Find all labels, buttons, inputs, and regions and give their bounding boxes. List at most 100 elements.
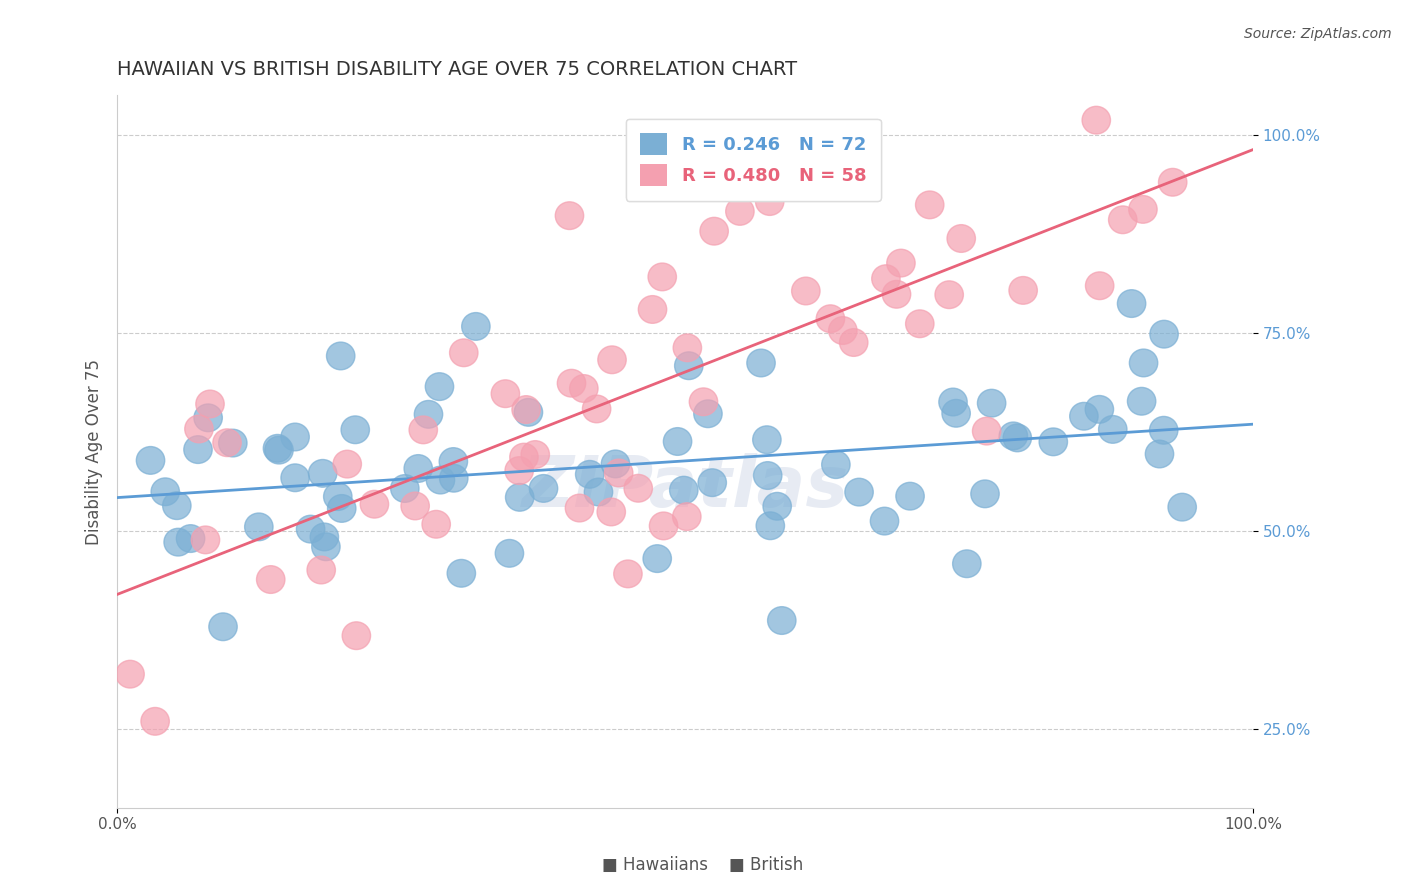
Ellipse shape xyxy=(614,560,643,588)
Ellipse shape xyxy=(1098,416,1128,443)
Ellipse shape xyxy=(693,400,723,427)
Ellipse shape xyxy=(422,510,450,538)
Ellipse shape xyxy=(763,492,792,520)
Ellipse shape xyxy=(522,441,550,468)
Y-axis label: Disability Age Over 75: Disability Age Over 75 xyxy=(86,359,103,544)
Ellipse shape xyxy=(970,480,1000,508)
Ellipse shape xyxy=(700,218,728,245)
Text: ZIPatlas: ZIPatlas xyxy=(522,452,849,522)
Ellipse shape xyxy=(256,566,285,593)
Ellipse shape xyxy=(333,450,361,478)
Ellipse shape xyxy=(163,491,191,519)
Ellipse shape xyxy=(176,524,205,552)
Ellipse shape xyxy=(263,434,291,462)
Ellipse shape xyxy=(752,425,782,453)
Ellipse shape xyxy=(404,455,433,483)
Ellipse shape xyxy=(447,559,475,587)
Ellipse shape xyxy=(638,295,666,323)
Ellipse shape xyxy=(725,197,754,226)
Ellipse shape xyxy=(1085,272,1114,300)
Ellipse shape xyxy=(977,389,1005,417)
Ellipse shape xyxy=(1129,349,1157,376)
Ellipse shape xyxy=(281,464,309,491)
Ellipse shape xyxy=(585,478,613,506)
Ellipse shape xyxy=(1150,417,1178,444)
Ellipse shape xyxy=(1128,387,1156,415)
Ellipse shape xyxy=(664,427,692,455)
Ellipse shape xyxy=(1010,277,1038,304)
Ellipse shape xyxy=(605,459,633,487)
Ellipse shape xyxy=(391,475,419,502)
Ellipse shape xyxy=(754,462,782,490)
Legend: R = 0.246   N = 72, R = 0.480   N = 58: R = 0.246 N = 72, R = 0.480 N = 58 xyxy=(626,119,880,201)
Ellipse shape xyxy=(245,513,273,541)
Ellipse shape xyxy=(212,429,242,457)
Ellipse shape xyxy=(515,399,543,426)
Text: Source: ZipAtlas.com: Source: ZipAtlas.com xyxy=(1244,27,1392,41)
Ellipse shape xyxy=(165,528,193,556)
Ellipse shape xyxy=(768,607,796,634)
Ellipse shape xyxy=(218,429,247,457)
Ellipse shape xyxy=(425,373,454,401)
Ellipse shape xyxy=(887,249,915,277)
Ellipse shape xyxy=(905,310,934,337)
Ellipse shape xyxy=(1159,169,1187,196)
Ellipse shape xyxy=(602,450,630,478)
Ellipse shape xyxy=(505,457,533,484)
Ellipse shape xyxy=(1039,428,1067,456)
Ellipse shape xyxy=(915,191,943,219)
Ellipse shape xyxy=(440,465,468,492)
Ellipse shape xyxy=(1085,395,1114,423)
Ellipse shape xyxy=(401,492,429,520)
Ellipse shape xyxy=(697,469,727,497)
Ellipse shape xyxy=(439,448,468,475)
Ellipse shape xyxy=(821,450,851,478)
Ellipse shape xyxy=(136,447,165,475)
Ellipse shape xyxy=(1083,106,1111,134)
Ellipse shape xyxy=(1000,422,1028,450)
Ellipse shape xyxy=(582,395,610,423)
Ellipse shape xyxy=(1118,290,1146,318)
Ellipse shape xyxy=(426,467,454,494)
Ellipse shape xyxy=(307,557,336,584)
Ellipse shape xyxy=(675,351,703,380)
Ellipse shape xyxy=(756,512,785,540)
Ellipse shape xyxy=(184,436,212,464)
Ellipse shape xyxy=(870,508,898,535)
Ellipse shape xyxy=(195,390,224,417)
Text: ■ Hawaiians    ■ British: ■ Hawaiians ■ British xyxy=(602,856,804,874)
Ellipse shape xyxy=(328,494,356,523)
Ellipse shape xyxy=(194,404,222,432)
Ellipse shape xyxy=(555,202,583,229)
Ellipse shape xyxy=(506,483,534,511)
Ellipse shape xyxy=(311,523,339,550)
Ellipse shape xyxy=(308,459,337,487)
Ellipse shape xyxy=(565,494,593,522)
Ellipse shape xyxy=(1070,402,1098,430)
Ellipse shape xyxy=(191,526,219,554)
Ellipse shape xyxy=(689,388,717,416)
Ellipse shape xyxy=(598,498,626,525)
Ellipse shape xyxy=(792,277,820,305)
Ellipse shape xyxy=(942,400,970,427)
Ellipse shape xyxy=(184,415,214,442)
Ellipse shape xyxy=(1002,424,1032,451)
Ellipse shape xyxy=(281,423,309,450)
Ellipse shape xyxy=(512,396,540,424)
Ellipse shape xyxy=(312,533,340,560)
Ellipse shape xyxy=(650,512,678,540)
Ellipse shape xyxy=(491,380,520,408)
Ellipse shape xyxy=(1129,195,1157,223)
Ellipse shape xyxy=(1168,493,1197,521)
Ellipse shape xyxy=(297,516,325,543)
Ellipse shape xyxy=(326,343,354,370)
Ellipse shape xyxy=(360,491,388,518)
Ellipse shape xyxy=(939,388,967,416)
Ellipse shape xyxy=(828,317,858,344)
Ellipse shape xyxy=(648,263,676,291)
Ellipse shape xyxy=(1108,206,1137,234)
Ellipse shape xyxy=(845,478,873,506)
Ellipse shape xyxy=(1150,320,1178,348)
Ellipse shape xyxy=(817,305,845,333)
Ellipse shape xyxy=(510,443,538,471)
